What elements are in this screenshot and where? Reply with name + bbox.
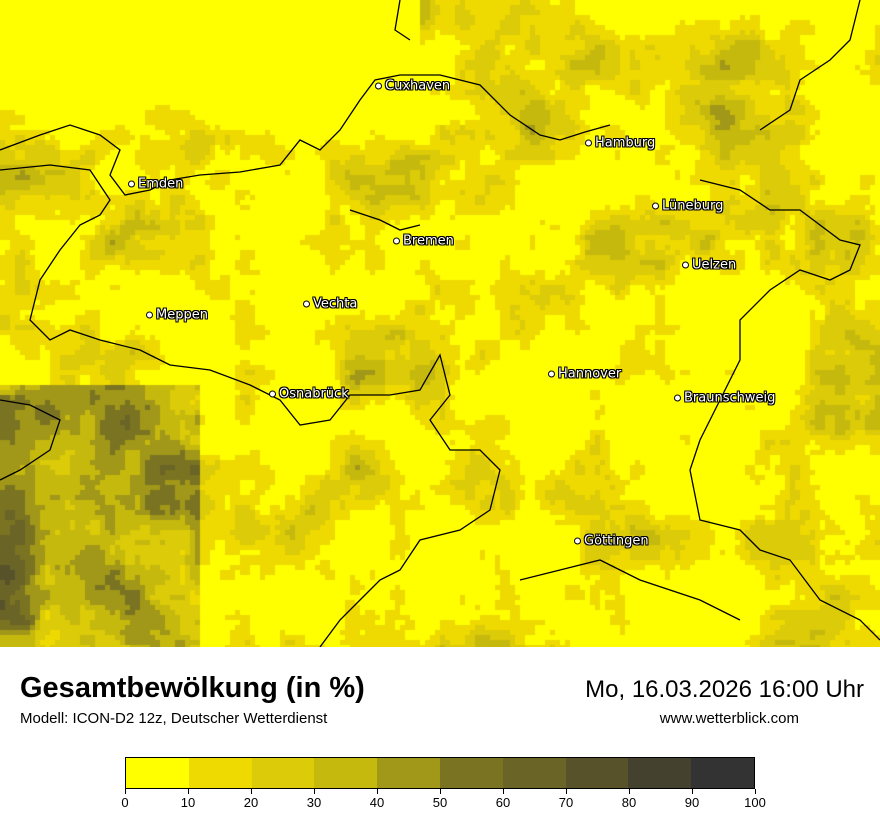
colorbar-tick-label: 60 — [495, 795, 511, 810]
colorbar-segment — [377, 758, 440, 788]
city-label: Uelzen — [692, 257, 737, 273]
colorbar-segment — [502, 758, 566, 788]
colorbar-segment — [314, 758, 378, 788]
colorbar-tick-mark — [692, 789, 693, 794]
city-dot-icon — [269, 390, 276, 398]
city-marker: Hamburg — [585, 136, 655, 151]
city-label: Hannover — [558, 366, 622, 382]
city-marker: Lüneburg — [652, 199, 723, 214]
city-marker: Hannover — [548, 367, 621, 382]
city-dot-icon — [393, 237, 400, 245]
city-marker: Emden — [128, 177, 183, 192]
city-dot-icon — [303, 300, 310, 308]
city-marker: Braunschweig — [674, 391, 775, 406]
colorbar-tick-mark — [188, 789, 189, 794]
model-source: Modell: ICON-D2 12z, Deutscher Wetterdie… — [20, 710, 328, 727]
colorbar-tick-mark — [755, 789, 756, 794]
city-marker: Meppen — [146, 308, 208, 323]
city-marker: Göttingen — [574, 534, 649, 549]
city-label: Bremen — [403, 233, 454, 249]
colorbar-tick-label: 30 — [306, 795, 322, 810]
city-dot-icon — [674, 394, 681, 402]
colorbar-tick-label: 40 — [369, 795, 385, 810]
city-label: Meppen — [156, 307, 208, 323]
colorbar-tick-mark — [125, 789, 126, 794]
colorbar-segment — [628, 758, 692, 788]
forecast-datetime: Mo, 16.03.2026 16:00 Uhr — [585, 676, 864, 703]
city-dot-icon — [574, 537, 581, 545]
city-dot-icon — [548, 370, 555, 378]
city-label: Cuxhaven — [385, 78, 451, 94]
city-label: Lüneburg — [662, 198, 724, 214]
city-label: Göttingen — [584, 533, 649, 549]
city-dot-icon — [146, 311, 153, 319]
colorbar-tick-label: 80 — [621, 795, 637, 810]
city-dot-icon — [375, 82, 382, 90]
colorbar-tick-label: 0 — [121, 795, 129, 810]
colorbar-segment — [439, 758, 503, 788]
city-label: Emden — [138, 176, 184, 192]
city-label: Braunschweig — [684, 390, 776, 406]
colorbar — [125, 757, 755, 789]
colorbar-segment — [126, 758, 189, 788]
colorbar-tick-label: 90 — [684, 795, 700, 810]
colorbar-tick-mark — [377, 789, 378, 794]
city-marker: Osnabrück — [269, 387, 349, 402]
colorbar-segment — [188, 758, 252, 788]
city-label: Hamburg — [595, 135, 656, 151]
colorbar-tick-label: 70 — [558, 795, 574, 810]
colorbar-tick-mark — [503, 789, 504, 794]
city-marker: Vechta — [303, 297, 357, 312]
colorbar-tick-mark — [251, 789, 252, 794]
colorbar-segment — [565, 758, 629, 788]
city-marker: Cuxhaven — [375, 79, 450, 94]
city-label: Osnabrück — [279, 386, 349, 402]
colorbar-tick-label: 10 — [180, 795, 196, 810]
colorbar-segment — [251, 758, 315, 788]
city-dot-icon — [128, 180, 135, 188]
borders-coastline — [0, 0, 880, 647]
colorbar-tick-label: 50 — [432, 795, 448, 810]
cloud-cover-map: Cuxhaven Hamburg Emden Lüneburg Bremen Uelzen… — [0, 0, 880, 647]
city-dot-icon — [682, 261, 689, 269]
colorbar-tick-mark — [629, 789, 630, 794]
colorbar-tick-label: 100 — [744, 795, 766, 810]
colorbar-tick-mark — [314, 789, 315, 794]
colorbar-tick-mark — [440, 789, 441, 794]
colorbar-segment — [691, 758, 754, 788]
cloud-cover-field — [0, 0, 880, 647]
city-marker: Bremen — [393, 234, 454, 249]
colorbar-tick-label: 20 — [243, 795, 259, 810]
map-title: Gesamtbewölkung (in %) — [20, 672, 365, 704]
city-dot-icon — [652, 202, 659, 210]
city-marker: Uelzen — [682, 258, 736, 273]
website-link[interactable]: www.wetterblick.com — [659, 710, 799, 727]
colorbar-tick-mark — [566, 789, 567, 794]
city-label: Vechta — [313, 296, 358, 312]
city-dot-icon — [585, 139, 592, 147]
